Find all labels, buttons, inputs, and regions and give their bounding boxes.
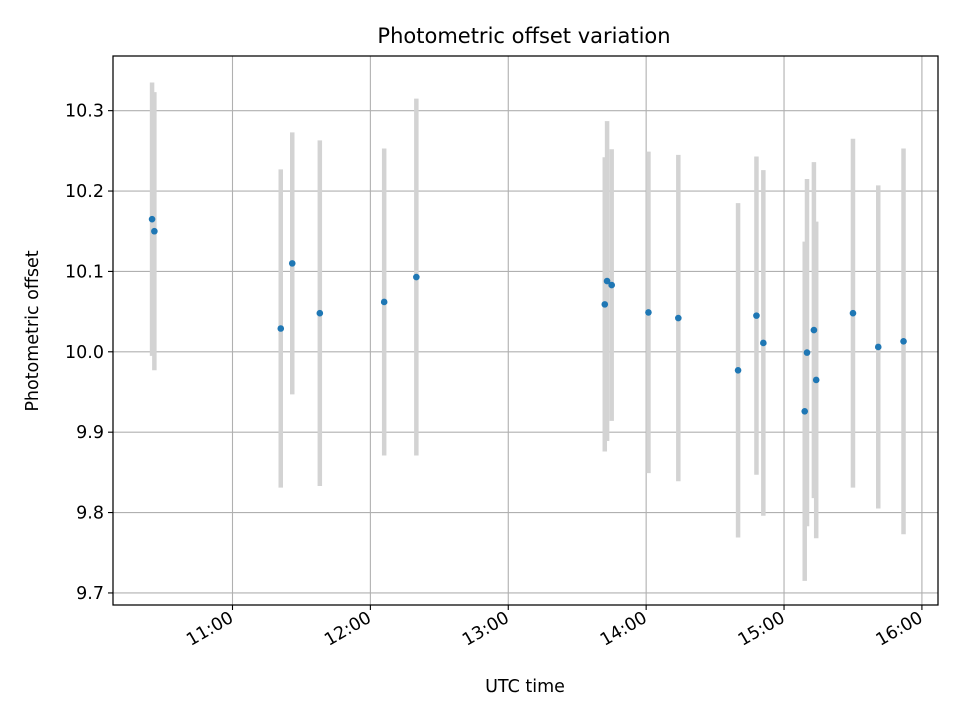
data-point: [812, 376, 820, 384]
data-point: [810, 326, 818, 334]
data-point: [608, 281, 615, 289]
data-point: [148, 215, 156, 223]
y-tick-label: 9.7: [76, 584, 104, 604]
data-point: [316, 309, 324, 317]
data-point: [603, 277, 611, 285]
grid: [113, 56, 938, 605]
chart-title: Photometric offset variation: [377, 24, 670, 48]
data-point: [413, 273, 420, 281]
data-point: [900, 338, 907, 345]
data-point: [601, 301, 609, 308]
y-tick-label: 10.3: [65, 102, 104, 122]
data-point: [675, 314, 682, 322]
y-tick-label: 9.9: [76, 423, 104, 443]
y-tick-label: 10.0: [65, 343, 104, 363]
data-point: [277, 325, 285, 332]
y-axis-label: Photometric offset: [23, 250, 43, 411]
data-point: [801, 407, 809, 415]
y-tick-label: 9.8: [76, 504, 104, 524]
data-points: [148, 215, 907, 415]
data-point: [760, 339, 767, 347]
data-point: [753, 312, 760, 319]
data-point: [151, 227, 158, 235]
y-tick-label: 10.2: [65, 182, 104, 202]
data-point: [380, 298, 388, 306]
y-tick-label: 10.1: [65, 262, 104, 282]
x-axis-label: UTC time: [485, 677, 565, 697]
data-point: [849, 309, 857, 317]
data-point: [288, 260, 296, 267]
data-point: [874, 343, 882, 351]
data-point: [734, 366, 742, 374]
plot-frame: [112, 55, 939, 606]
data-point: [645, 309, 652, 316]
data-point: [803, 349, 811, 356]
